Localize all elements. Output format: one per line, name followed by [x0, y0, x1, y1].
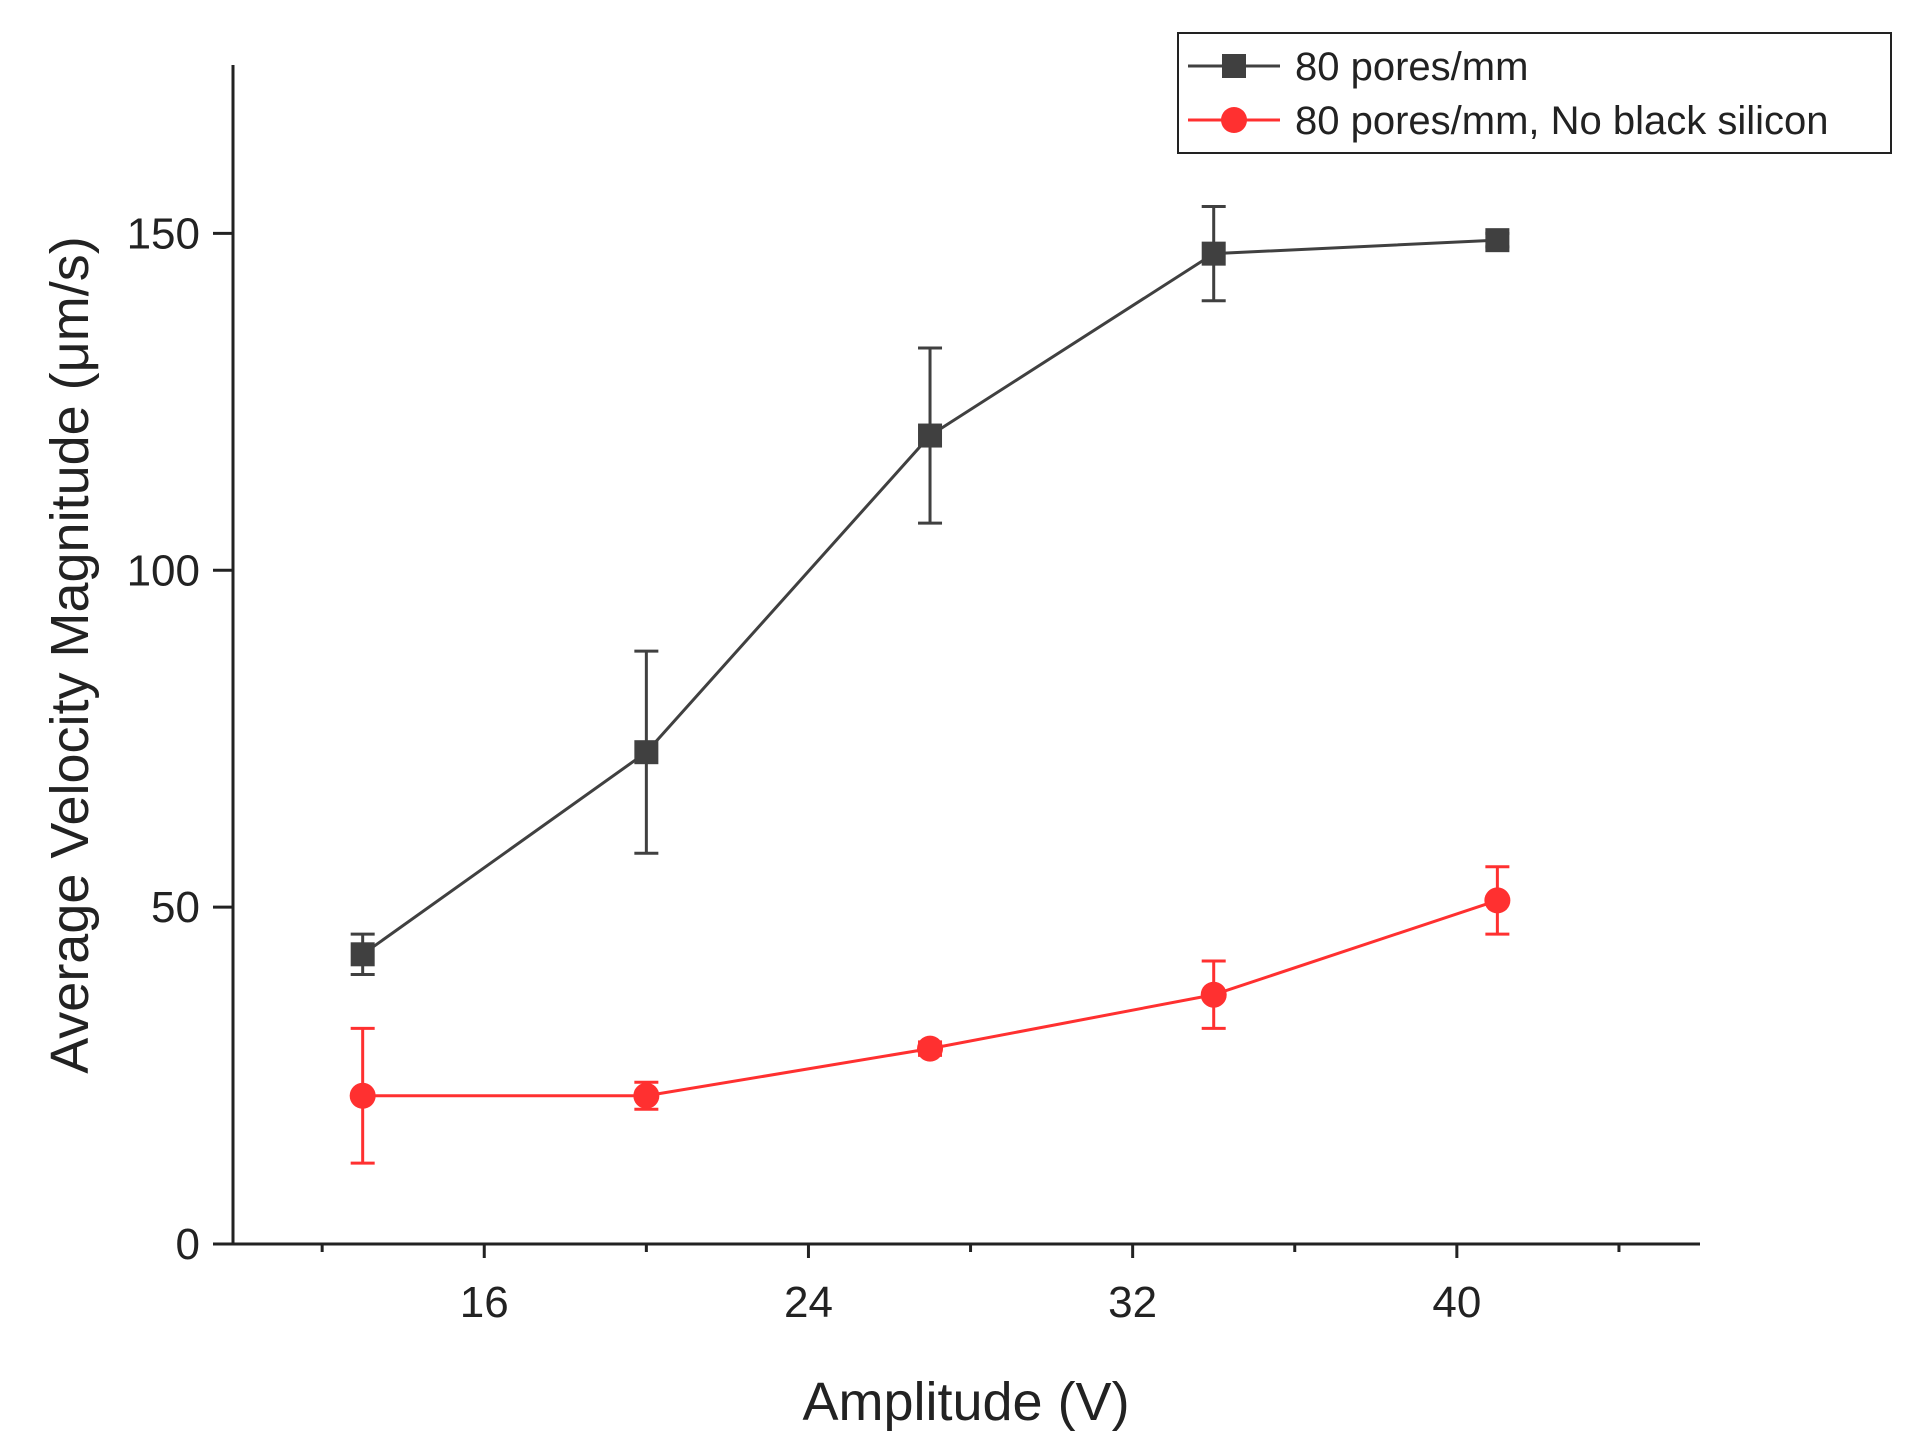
series-2-point: [349, 1082, 376, 1109]
y-tick-label: 100: [127, 546, 200, 595]
legend-series-1-label: 80 pores/mm: [1295, 45, 1528, 89]
y-tick-label: 0: [176, 1220, 200, 1269]
legend-series-2-label: 80 pores/mm, No black silicon: [1295, 99, 1829, 143]
x-tick-label: 40: [1432, 1278, 1481, 1327]
series-1-point: [350, 942, 375, 967]
series-2-point: [1484, 887, 1511, 914]
series-2-point: [1200, 981, 1227, 1008]
y-axis-label: Average Velocity Magnitude (μm/s): [40, 236, 100, 1074]
y-ticks: 0 50 100 150: [127, 209, 233, 1269]
series-1-point: [1485, 228, 1510, 253]
legend: 80 pores/mm 80 pores/mm, No black silico…: [1177, 32, 1892, 154]
series-2-point: [917, 1035, 944, 1062]
x-tick-label: 24: [784, 1278, 833, 1327]
legend-box: [1177, 32, 1892, 154]
x-tick-label: 32: [1108, 1278, 1157, 1327]
x-ticks: 16 24 32 40: [320, 1244, 1621, 1327]
legend-series-1-marker: [1222, 54, 1246, 78]
y-tick-label: 150: [127, 209, 200, 258]
series-1-point: [1201, 241, 1226, 266]
legend-series-2-marker: [1221, 107, 1247, 133]
x-tick-label: 16: [460, 1278, 509, 1327]
y-tick-label: 50: [151, 883, 200, 932]
plot-area: [349, 204, 1511, 1165]
series-2-line: [362, 898, 1498, 1098]
x-axis-label: Amplitude (V): [802, 1372, 1129, 1432]
series-1-point: [634, 740, 659, 765]
series-1-point: [918, 423, 943, 448]
series-2-point: [633, 1082, 660, 1109]
